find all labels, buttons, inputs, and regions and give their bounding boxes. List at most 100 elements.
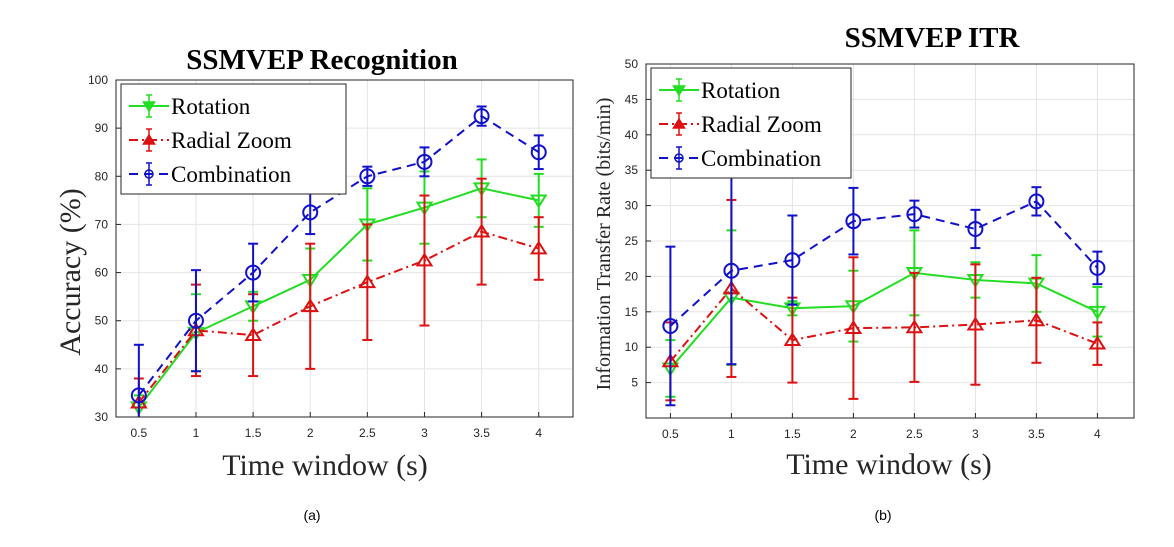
y-tick-label: 40 <box>625 128 639 142</box>
data-point <box>845 213 862 230</box>
data-point <box>967 220 984 237</box>
y-tick-label: 30 <box>95 410 109 424</box>
legend-marker <box>142 133 156 145</box>
x-tick-label: 1.5 <box>245 426 262 440</box>
series-line <box>138 187 539 408</box>
data-point <box>723 262 740 279</box>
chart-b-title: SSMVEP ITR <box>845 22 1021 54</box>
data-point <box>187 312 204 329</box>
legend-marker <box>144 169 154 179</box>
y-tick-label: 50 <box>95 314 109 328</box>
legend: Rotation Radial Zoom Combination <box>120 83 347 195</box>
series-line <box>669 287 1098 363</box>
y-tick-label: 80 <box>95 169 109 183</box>
x-tick-label: 1.5 <box>784 427 801 441</box>
legend-label: Rotation <box>171 94 251 119</box>
y-tick-label: 40 <box>95 362 109 376</box>
data-point <box>966 316 985 331</box>
data-point <box>130 387 147 404</box>
data-point <box>244 326 262 342</box>
chart-b-svg: SSMVEP ITR Information Transfer Rate (bi… <box>593 22 1135 523</box>
legend-marker <box>674 153 684 163</box>
legend-label: Radial Zoom <box>171 128 292 153</box>
series-line <box>138 230 540 404</box>
axes-box <box>115 79 574 418</box>
chart-panel-b: SSMVEP ITR Information Transfer Rate (bi… <box>587 0 1174 547</box>
y-tick-label: 70 <box>95 217 109 231</box>
y-tick-label: 45 <box>625 92 639 106</box>
x-tick-label: 3.5 <box>473 426 490 440</box>
chart-a-caption: (a) <box>303 507 320 523</box>
data-point <box>844 319 863 334</box>
data-point <box>1088 305 1107 320</box>
x-tick-label: 1 <box>728 427 735 441</box>
legend: Rotation Radial Zoom Combination <box>650 67 852 179</box>
series-line <box>669 200 1099 327</box>
data-point <box>301 298 320 313</box>
data-point <box>1088 335 1107 350</box>
legend-label: Combination <box>171 162 292 187</box>
y-tick-label: 100 <box>88 73 108 87</box>
series-combination <box>662 176 1106 407</box>
ticks: 0.5 1 1.5 2 2.5 3 3.5 4 30 40 50 60 70 80 90 100 <box>88 73 542 440</box>
data-point <box>359 168 376 185</box>
data-point <box>529 194 548 209</box>
y-tick-label: 25 <box>625 234 639 248</box>
y-tick-label: 20 <box>625 269 639 283</box>
chart-a-svg: SSMVEP Recognition Accuracy (%) Time win… <box>54 44 574 523</box>
x-tick-label: 0.5 <box>131 426 148 440</box>
x-tick-label: 3 <box>421 426 428 440</box>
chart-a-ylabel: Accuracy (%) <box>54 188 87 355</box>
y-tick-label: 60 <box>95 266 109 280</box>
data-point <box>530 144 547 161</box>
data-point <box>302 204 319 221</box>
y-tick-label: 50 <box>625 57 639 71</box>
y-tick-label: 10 <box>625 340 639 354</box>
chart-a-title: SSMVEP Recognition <box>186 44 458 76</box>
x-tick-label: 2 <box>850 427 857 441</box>
y-tick-label: 90 <box>95 121 109 135</box>
x-tick-label: 4 <box>535 426 542 440</box>
legend-marker <box>672 85 686 97</box>
chart-a-xlabel: Time window (s) <box>222 449 428 482</box>
axes-box <box>645 63 1135 419</box>
data-point <box>1028 193 1045 210</box>
data-point <box>906 206 923 223</box>
data-point <box>784 252 801 269</box>
legend-label: Rotation <box>701 78 781 103</box>
legend-label: Radial Zoom <box>701 112 822 137</box>
data-point <box>416 153 433 170</box>
data-point <box>783 331 802 347</box>
y-tick-label: 5 <box>631 376 638 390</box>
data-point <box>905 319 924 334</box>
x-tick-label: 4 <box>1094 427 1101 441</box>
legend-label: Combination <box>701 146 822 171</box>
data-point <box>472 223 491 238</box>
x-tick-label: 2.5 <box>906 427 923 441</box>
chart-panel-a: SSMVEP Recognition Accuracy (%) Time win… <box>54 44 574 523</box>
x-tick-label: 0.5 <box>662 427 679 441</box>
data-point <box>1027 312 1046 327</box>
series-line <box>669 271 1098 370</box>
y-tick-label: 35 <box>625 163 639 177</box>
chart-b-xlabel: Time window (s) <box>786 448 992 481</box>
x-tick-label: 1 <box>193 426 200 440</box>
x-tick-label: 3 <box>972 427 979 441</box>
chart-b-ylabel: Information Transfer Rate (bits/min) <box>593 98 615 391</box>
y-tick-label: 30 <box>625 199 639 213</box>
y-tick-label: 15 <box>625 305 639 319</box>
data-point <box>662 317 679 334</box>
legend-marker <box>672 117 686 129</box>
data-point <box>245 264 262 281</box>
x-tick-label: 2.5 <box>359 426 376 440</box>
x-tick-label: 2 <box>307 426 314 440</box>
legend-marker <box>142 101 156 113</box>
data-point <box>473 108 490 125</box>
chart-b-caption: (b) <box>874 507 891 523</box>
legend-box <box>120 83 347 195</box>
data-point <box>1089 259 1106 276</box>
x-tick-label: 3.5 <box>1028 427 1045 441</box>
data-point <box>415 252 434 267</box>
data-point <box>358 274 377 289</box>
